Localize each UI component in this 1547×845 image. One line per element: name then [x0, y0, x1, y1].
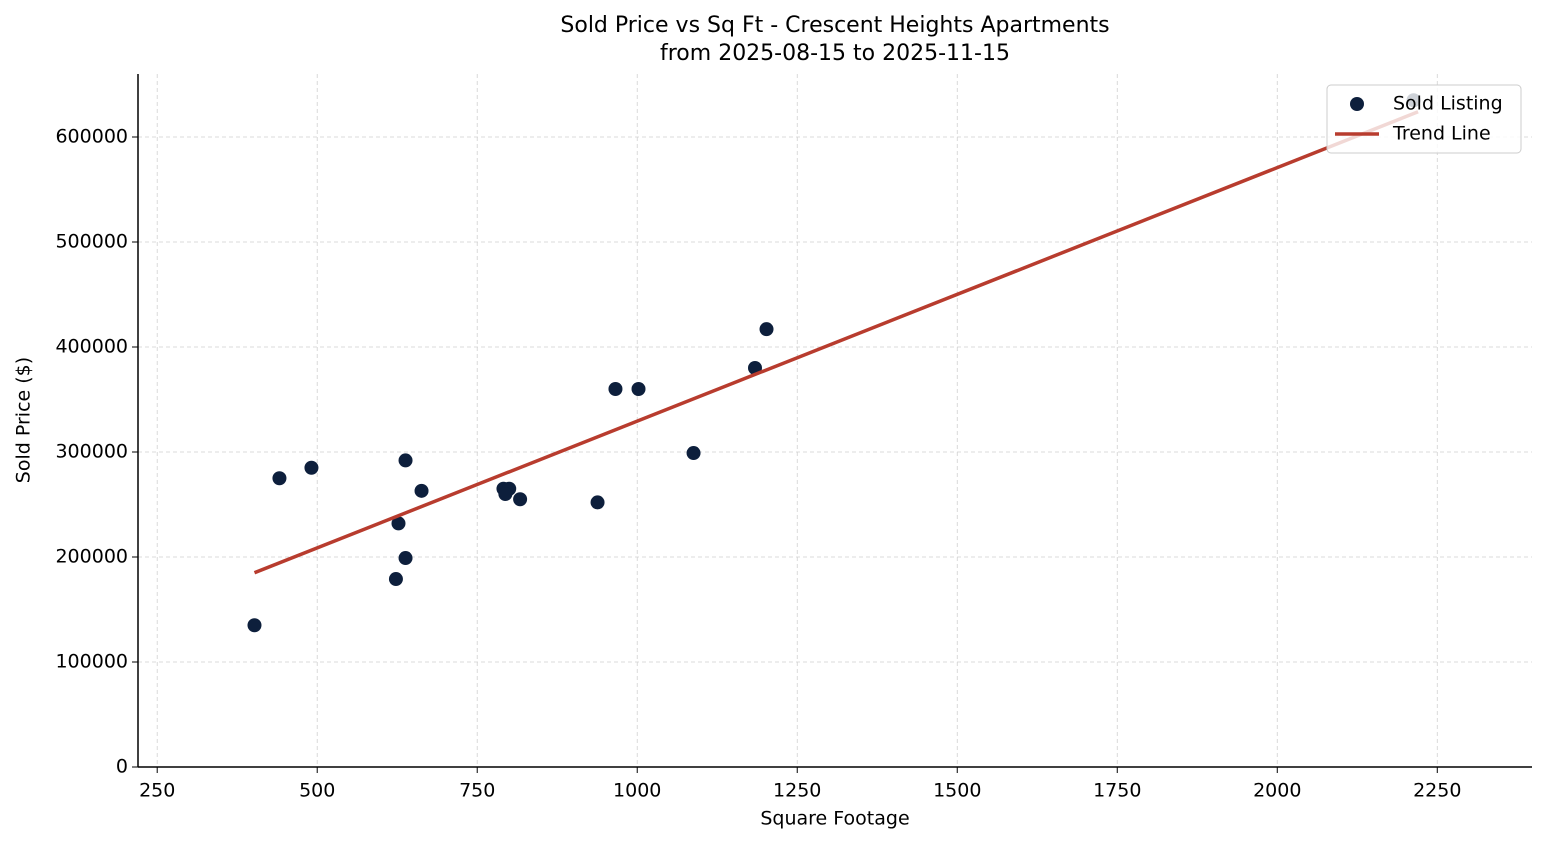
x-tick-label: 2000 — [1253, 780, 1301, 802]
data-point — [631, 382, 646, 396]
chart-subtitle: from 2025-08-15 to 2025-11-15 — [660, 41, 1010, 66]
data-point — [759, 322, 774, 337]
data-point — [272, 471, 287, 486]
data-point — [398, 551, 413, 566]
y-tick-label: 600000 — [55, 126, 128, 148]
y-tick-label: 100000 — [55, 651, 128, 673]
data-point — [498, 487, 513, 501]
trend-line — [253, 110, 1419, 575]
y-tick-label: 300000 — [55, 441, 128, 463]
y-tick-label: 400000 — [55, 336, 128, 358]
legend-box — [1326, 84, 1522, 154]
x-tick-label: 1000 — [613, 780, 661, 802]
x-tick-label: 2250 — [1413, 780, 1461, 802]
data-point — [686, 446, 701, 461]
y-tick-label: 500000 — [55, 231, 128, 253]
data-point — [590, 495, 605, 510]
data-point — [608, 382, 623, 396]
x-tick-label: 1500 — [933, 780, 981, 802]
x-tick-label: 1250 — [773, 780, 821, 802]
data-point — [304, 460, 319, 475]
legend-swatch — [1350, 97, 1364, 111]
legend: Sold Listing Trend Line — [1326, 84, 1522, 154]
data-point — [391, 516, 406, 531]
legend-label: Sold Listing — [1393, 93, 1503, 115]
x-tick-label: 500 — [299, 780, 335, 802]
x-tick-label: 750 — [459, 780, 495, 802]
data-point — [388, 572, 403, 587]
y-tick-label: 200000 — [55, 546, 128, 568]
x-tick-label: 250 — [139, 780, 175, 802]
data-point — [513, 492, 528, 507]
data-point — [414, 483, 429, 498]
data-point — [247, 618, 262, 633]
chart-title: Sold Price vs Sq Ft - Crescent Heights A… — [560, 13, 1109, 38]
x-tick-label: 1750 — [1093, 780, 1141, 802]
y-tick-label: 0 — [116, 756, 128, 778]
x-axis-label: Square Footage — [760, 808, 909, 830]
data-point — [398, 453, 413, 468]
legend-label: Trend Line — [1392, 123, 1491, 145]
y-axis-label: Sold Price ($) — [13, 357, 35, 483]
